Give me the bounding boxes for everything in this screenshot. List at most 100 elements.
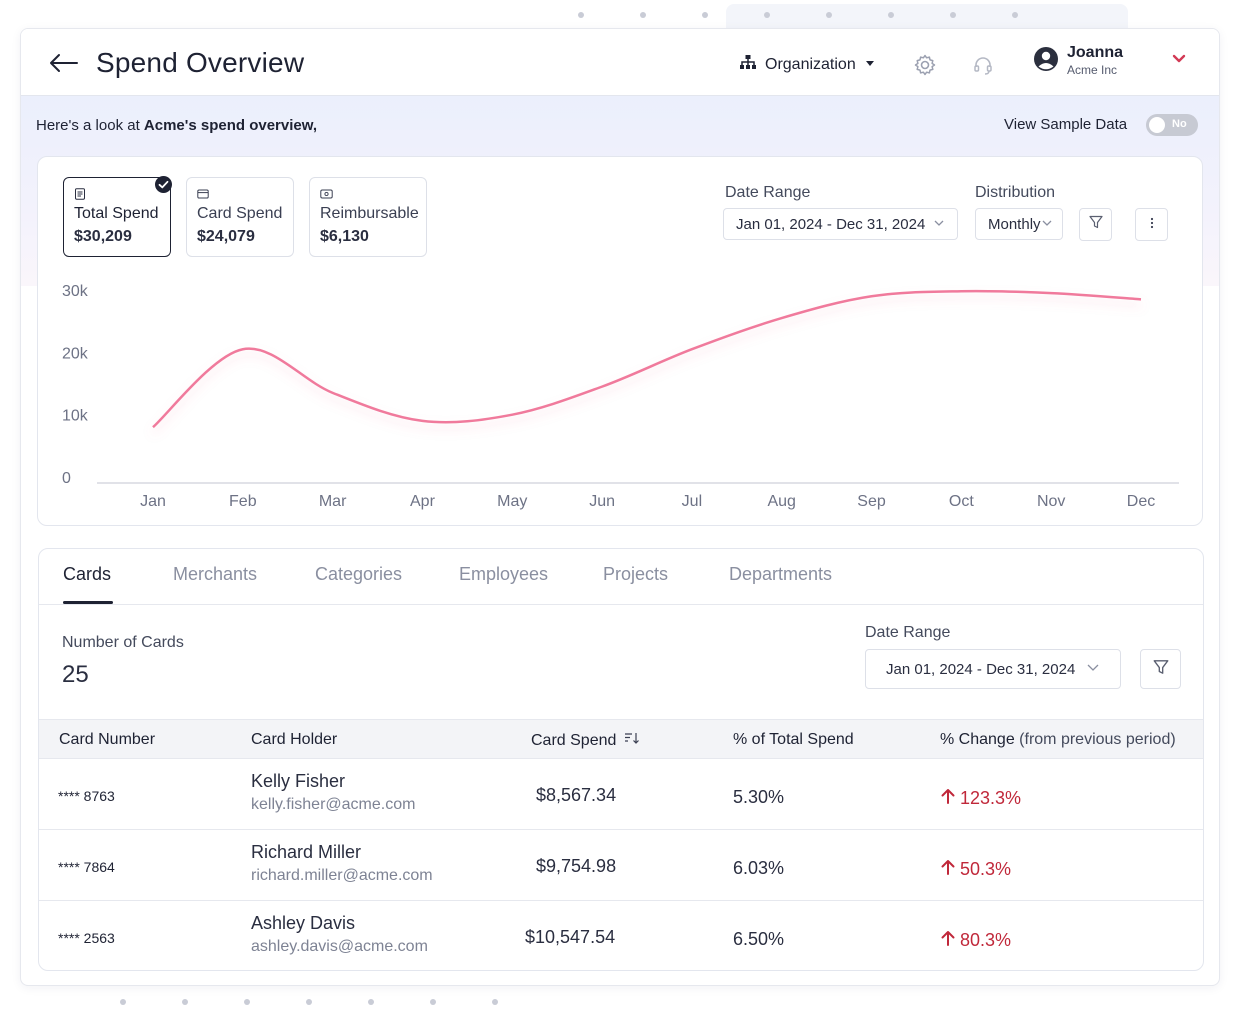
banner-prefix: Here's a look at [36,117,144,134]
column-card-spend-label: Card Spend [531,731,617,749]
spend-line-chart: 0 10k 20k 30k Jan Feb Mar Apr May Jun Jul Aug Sep Oc… [62,283,1179,510]
sort-icon[interactable] [624,731,640,750]
chevron-down-icon [933,216,945,233]
decor-dot [950,12,956,18]
distribution-select[interactable]: Monthly [975,208,1063,240]
check-icon [155,176,172,193]
filter-icon [1152,658,1170,681]
x-tick-label: Feb [229,493,257,510]
organization-selector[interactable]: Organization [739,54,876,75]
table-row[interactable]: **** 8763 Kelly Fisher kelly.fisher@acme… [39,759,1203,830]
x-tick-label: Aug [767,493,795,510]
chart-filter-button[interactable] [1079,208,1112,241]
arrow-up-icon [940,858,956,881]
table-date-range-select[interactable]: Jan 01, 2024 - Dec 31, 2024 [865,649,1121,689]
metric-value: $24,079 [197,228,255,245]
pct-change-value: 50.3% [940,858,1011,881]
gear-icon[interactable] [913,53,937,77]
pct-total-value: 5.30% [733,787,785,807]
table-header: Card Number Card Holder Card Spend % of … [39,719,1203,759]
tab-employees[interactable]: Employees [459,564,549,584]
column-pct-total[interactable]: % of Total Spend [733,731,854,748]
pct-change-value: 123.3% [940,787,1021,810]
filter-icon [1088,214,1104,235]
user-profile[interactable]: Joanna Acme Inc [1033,44,1123,78]
tab-departments[interactable]: Departments [729,564,833,584]
date-range-select[interactable]: Jan 01, 2024 - Dec 31, 2024 [723,208,958,240]
x-tick-label: Apr [410,493,436,510]
organization-label: Organization [765,55,856,73]
x-tick-label: Sep [857,493,886,510]
column-card-holder[interactable]: Card Holder [251,731,338,748]
decor-dot [764,12,770,18]
date-range-value: Jan 01, 2024 - Dec 31, 2024 [736,215,926,233]
caret-down-icon [864,56,876,74]
document-icon [74,187,86,200]
decor-dot [430,999,436,1005]
app-window: Spend Overview Organization Joanna Acme … [20,28,1220,986]
x-tick-label: Jun [589,493,615,510]
card-holder-name: Ashley Davis [251,913,356,933]
metric-total-spend[interactable]: Total Spend $30,209 [63,176,172,257]
arrow-up-icon [940,929,956,952]
column-card-spend[interactable]: Card Spend [531,731,640,750]
y-tick-label: 0 [62,470,71,487]
active-tab-indicator [63,601,113,604]
card-holder-name: Kelly Fisher [251,771,346,791]
avatar [1033,46,1059,77]
x-tick-label: May [497,493,527,510]
pct-change-text: 80.3% [960,930,1012,950]
distribution-value: Monthly [988,215,1041,233]
card-holder-email: ashley.davis@acme.com [251,938,428,955]
metric-reimbursable[interactable]: Reimbursable $6,130 [309,177,427,257]
series-line-total-spend [152,289,1142,429]
metric-card-spend[interactable]: Card Spend $24,079 [186,177,294,257]
tab-projects[interactable]: Projects [603,564,669,584]
decor-dot [1012,12,1018,18]
toggle-knob [1149,117,1165,133]
decor-dot [888,12,894,18]
tab-merchants[interactable]: Merchants [173,564,258,584]
metric-value: $6,130 [320,228,369,245]
table-filter-button[interactable] [1140,649,1181,689]
wallet-icon [320,187,333,199]
decor-dot [578,12,584,18]
chevron-down-icon[interactable] [1171,51,1187,67]
card-count-value: 25 [62,661,89,688]
pct-change-text: 50.3% [960,859,1012,879]
decor-dot [702,12,708,18]
back-arrow-icon[interactable] [47,51,79,75]
decor-dot [368,999,374,1005]
tab-categories[interactable]: Categories [315,564,403,584]
pct-change-text: 123.3% [960,788,1022,808]
pct-total-value: 6.03% [733,858,785,878]
banner-message: Here's a look at Acme's spend overview, [36,117,317,134]
metric-value: $30,209 [74,228,132,245]
card-holder-email: kelly.fisher@acme.com [251,796,416,813]
banner-company: Acme's spend overview, [143,117,318,134]
date-range-label: Date Range [725,184,811,201]
user-name: Joanna [1067,44,1124,61]
y-tick-label: 10k [62,408,89,425]
table-row[interactable]: **** 7864 Richard Miller richard.miller@… [39,830,1203,901]
column-pct-change[interactable]: % Change (from previous period) [940,731,1176,749]
column-pct-change-sub: (from previous period) [1019,731,1176,748]
tab-cards[interactable]: Cards [63,564,112,584]
table-date-range-value: Jan 01, 2024 - Dec 31, 2024 [886,660,1076,678]
pct-change-value: 80.3% [940,929,1011,952]
x-tick-label: Mar [319,493,347,510]
decor-dot [826,12,832,18]
column-pct-change-label: % Change [940,731,1015,748]
table-date-range-label: Date Range [865,624,951,641]
x-tick-label: Oct [949,493,974,510]
headset-support-icon[interactable] [971,53,995,77]
sample-data-toggle[interactable]: No [1146,114,1198,136]
toggle-state-label: No [1172,118,1187,130]
card-number: **** 2563 [58,930,115,946]
table-row[interactable]: **** 2563 Ashley Davis ashley.davis@acme… [39,901,1203,970]
chart-more-button[interactable] [1135,208,1168,241]
metric-label: Card Spend [197,205,283,222]
card-spend-value: $9,754.98 [536,856,617,876]
column-card-number[interactable]: Card Number [59,731,156,748]
card-spend-value: $10,547.54 [525,927,616,947]
